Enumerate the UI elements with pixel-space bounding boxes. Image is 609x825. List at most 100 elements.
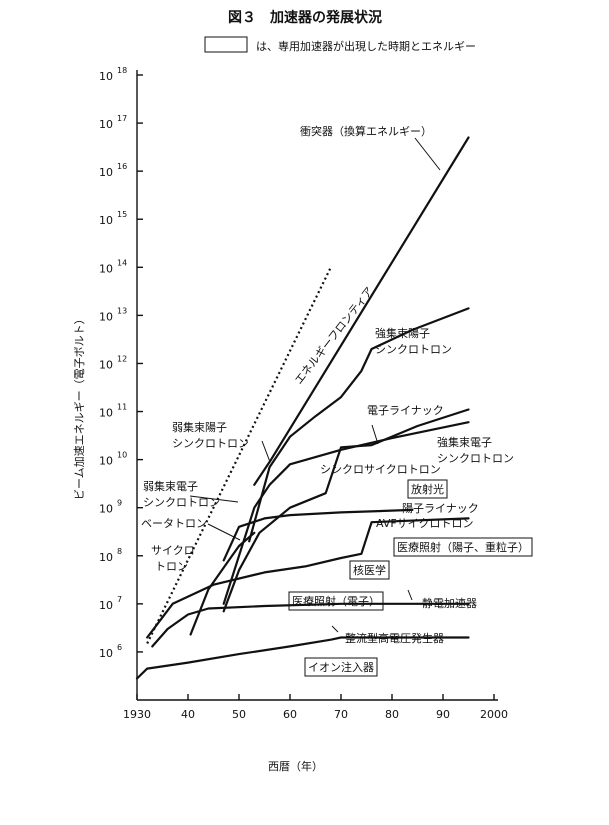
- y-tick-exponent: 8: [117, 547, 122, 556]
- label-leader: [407, 589, 413, 601]
- curve-label: 弱集束電子: [143, 479, 198, 493]
- curve-label-text: イオン注入器: [308, 660, 374, 674]
- curve-label-text: 弱集束電子: [143, 479, 198, 493]
- series-line-0: [253, 136, 470, 486]
- curve-label-text: シンクロトロン: [375, 343, 452, 356]
- curve-label: トロン: [155, 560, 188, 573]
- curve-label: シンクロトロン: [375, 343, 452, 356]
- y-tick-label: 10: [99, 214, 113, 227]
- figure-title: 図３ 加速器の発展状況: [228, 9, 382, 26]
- x-tick-label: 2000: [480, 708, 508, 721]
- energy-frontier-label: エネルギーフロンティア: [292, 285, 376, 387]
- y-tick-label: 10: [99, 551, 113, 564]
- curve-label-text: 電子ライナック: [367, 404, 444, 417]
- y-tick-label: 10: [99, 358, 113, 371]
- x-tick-label: 80: [385, 708, 399, 721]
- series-line-1: [248, 307, 470, 543]
- label-box: [304, 657, 378, 677]
- y-tick-label: 10: [99, 118, 113, 131]
- y-tick-exponent: 18: [117, 66, 127, 75]
- curve-label: 強集束陽子: [375, 326, 430, 340]
- series-line-5: [189, 531, 256, 636]
- y-tick-exponent: 10: [117, 451, 127, 460]
- y-tick-label: 10: [99, 599, 113, 612]
- y-tick-exponent: 13: [117, 306, 127, 315]
- curve-label: 整流型高電圧発生器: [345, 631, 444, 645]
- curve-label-text: 医療照射（電子）: [292, 594, 380, 608]
- y-tick-exponent: 11: [117, 403, 127, 412]
- legend-sample-box: [204, 36, 248, 53]
- y-tick-label: 10: [99, 647, 113, 660]
- y-tick-label: 10: [99, 407, 113, 420]
- y-tick-exponent: 14: [117, 258, 127, 267]
- y-tick-exponent: 12: [117, 354, 127, 363]
- label-leader: [207, 523, 241, 541]
- x-tick-label: 50: [232, 708, 246, 721]
- label-box: [288, 591, 384, 611]
- curve-label-text: 核医学: [353, 563, 386, 577]
- curve-label-text: 整流型高電圧発生器: [345, 631, 444, 645]
- y-tick-label: 10: [99, 503, 113, 516]
- curve-label: シンクロトロン: [143, 496, 220, 509]
- curve-label-text: シンクロトロン: [172, 437, 249, 450]
- y-tick-label: 10: [99, 70, 113, 83]
- y-tick-label: 10: [99, 166, 113, 179]
- boxed-label: 医療照射（陽子、重粒子）: [393, 537, 533, 557]
- label-leader: [371, 424, 379, 445]
- curve-label-text: 静電加速器: [422, 596, 477, 610]
- y-tick-exponent: 7: [117, 595, 122, 604]
- boxed-label: イオン注入器: [304, 657, 378, 677]
- series-line-6: [146, 517, 470, 639]
- label-box: [393, 537, 533, 557]
- curve-label: ベータトロン: [141, 517, 207, 530]
- x-tick-label: 60: [283, 708, 297, 721]
- y-tick-exponent: 17: [117, 114, 127, 123]
- label-leader: [414, 137, 441, 171]
- legend-note: は、専用加速器が出現した時期とエネルギー: [256, 39, 476, 53]
- curve-label: 強集束電子: [437, 435, 492, 449]
- curve-label: 衝突器（換算エネルギー）: [300, 124, 432, 138]
- series-line-2: [222, 408, 470, 613]
- series-line-7: [151, 602, 470, 648]
- axes: 1930 40 50 60 70 80 90 2000 10 6 10 7 10 8 10 9 10 10 10 11…: [99, 66, 508, 721]
- series-line-4: [222, 508, 414, 562]
- label-box: [349, 560, 390, 580]
- curve-label-text: ベータトロン: [141, 517, 207, 530]
- curve-label: シンクロサイクロトロン: [320, 463, 441, 476]
- x-tick-label: 1930: [123, 708, 151, 721]
- curve-label: シンクロトロン: [437, 452, 514, 465]
- series-line-8: [135, 636, 470, 680]
- label-leader: [331, 625, 339, 633]
- annotation-labels: 衝突器（換算エネルギー）強集束陽子シンクロトロン電子ライナック弱集束陽子シンクロ…: [141, 124, 533, 677]
- x-tick-label: 40: [181, 708, 195, 721]
- curve-label: 電子ライナック: [367, 404, 444, 417]
- y-tick-exponent: 15: [117, 210, 127, 219]
- curve-label-text: シンクロトロン: [143, 496, 220, 509]
- boxed-label: 医療照射（電子）: [288, 591, 384, 611]
- curve-label-text: サイクロ: [151, 544, 195, 557]
- series-line-3: [222, 421, 470, 605]
- curve-label: AVFサイクロトロン: [376, 517, 473, 530]
- curve-label-text: 強集束陽子: [375, 326, 430, 340]
- energy-frontier-line: [146, 266, 332, 644]
- curve-label-text: AVFサイクロトロン: [376, 517, 473, 530]
- label-box: [407, 479, 448, 499]
- curve-label: 陽子ライナック: [402, 502, 479, 515]
- curve-label-text: トロン: [155, 560, 188, 573]
- curve-label: シンクロトロン: [172, 437, 249, 450]
- curve-label: サイクロ: [151, 544, 195, 557]
- y-axis-label: ビーム加速エネルギー（電子ボルト）: [73, 313, 86, 500]
- curve-label-text: 放射光: [411, 482, 444, 496]
- curve-label-text: シンクロサイクロトロン: [320, 463, 441, 476]
- x-tick-label: 70: [334, 708, 348, 721]
- label-leader: [261, 440, 271, 463]
- label-leader: [189, 495, 239, 503]
- y-tick-label: 10: [99, 455, 113, 468]
- y-tick-exponent: 9: [117, 499, 122, 508]
- curve-label-text: 弱集束陽子: [172, 420, 227, 434]
- x-tick-label: 90: [436, 708, 450, 721]
- y-tick-exponent: 6: [117, 643, 122, 652]
- y-tick-label: 10: [99, 310, 113, 323]
- curve-label-text: 医療照射（陽子、重粒子）: [397, 540, 529, 554]
